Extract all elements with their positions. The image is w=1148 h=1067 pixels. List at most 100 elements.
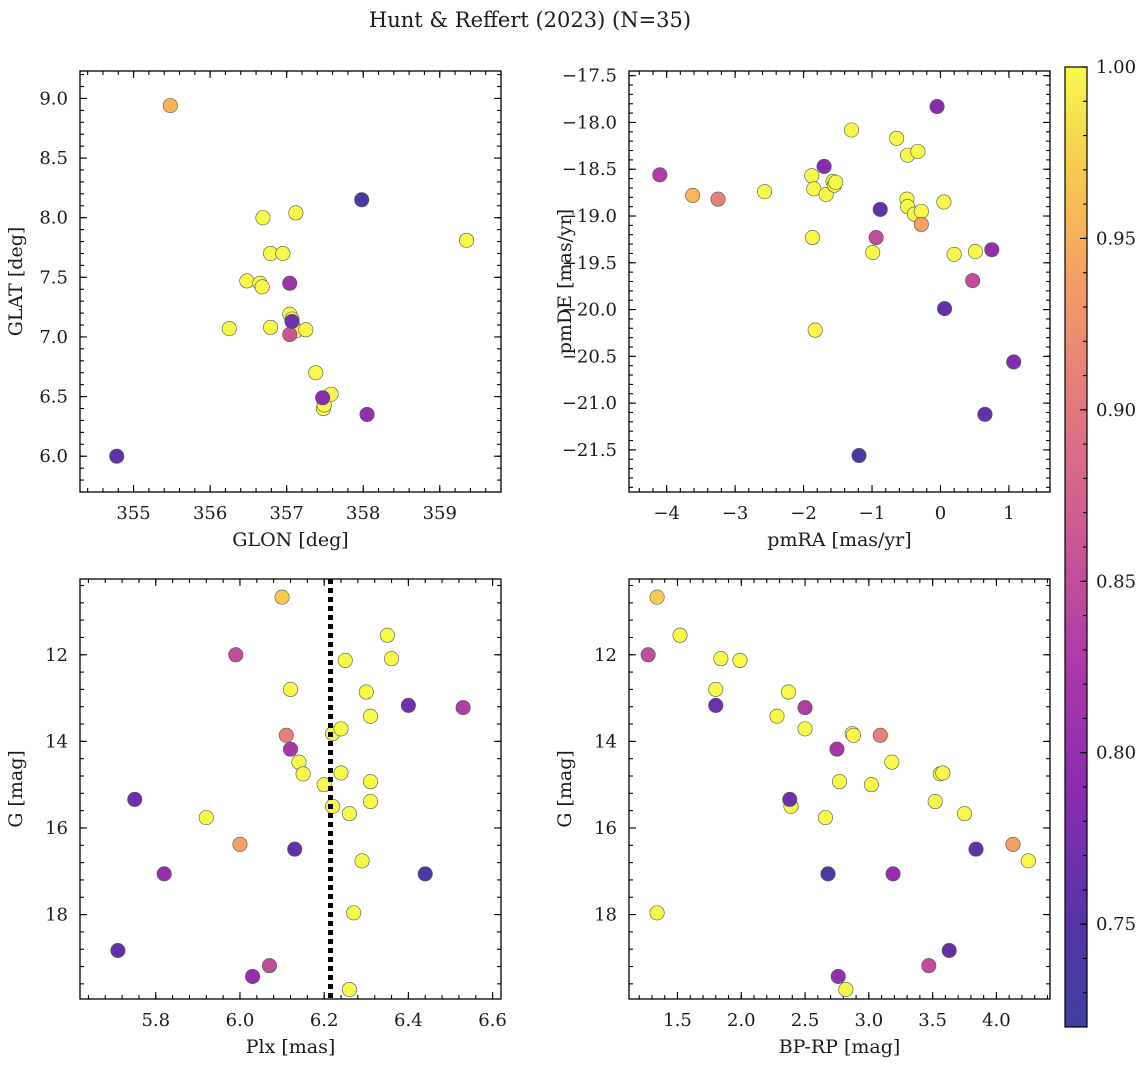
y-tick-label: −19.0 <box>562 206 617 227</box>
data-point <box>362 794 378 810</box>
y-tick-label: 18 <box>45 905 68 926</box>
y-tick-label: 12 <box>45 645 68 666</box>
y-tick-label: −21.5 <box>562 440 617 461</box>
data-point <box>455 700 471 716</box>
data-point <box>957 806 973 822</box>
data-point <box>710 191 726 207</box>
data-point <box>198 810 214 826</box>
x-tick-label: 357 <box>269 503 303 524</box>
data-point <box>263 319 279 335</box>
data-point <box>946 246 962 262</box>
y-tick-label: 7.0 <box>39 327 68 348</box>
data-point <box>807 322 823 338</box>
data-point <box>967 244 983 260</box>
data-point <box>831 774 847 790</box>
data-point <box>797 700 813 716</box>
x-tick-label: 355 <box>116 503 150 524</box>
x-tick-label: −4 <box>653 503 680 524</box>
pmra-pmde-y-axis-label: pmDE [mas/yr] <box>554 209 576 354</box>
data-point <box>379 627 395 643</box>
data-point <box>968 841 984 857</box>
data-point <box>863 777 879 793</box>
colorbar-tick-label: 0.80 <box>1096 743 1136 764</box>
x-tick-label: −2 <box>790 503 817 524</box>
data-point <box>851 448 867 464</box>
y-tick-label: −17.5 <box>562 66 617 87</box>
pmra-pmde-axes-frame <box>628 70 1051 493</box>
data-point <box>295 766 311 782</box>
data-point <box>820 866 836 882</box>
data-point <box>732 652 748 668</box>
data-point <box>865 244 881 260</box>
data-point <box>769 708 785 724</box>
glon-glat-x-axis-label: GLON [deg] <box>232 529 348 551</box>
y-tick-label: 16 <box>45 818 68 839</box>
data-point <box>828 174 844 190</box>
data-point <box>846 727 862 743</box>
x-tick-label: 6.2 <box>310 1010 339 1031</box>
x-tick-label: 1.5 <box>663 1010 692 1031</box>
data-point <box>288 205 304 221</box>
data-point <box>757 184 773 200</box>
data-point <box>782 791 798 807</box>
data-point <box>913 216 929 232</box>
data-point <box>275 245 291 261</box>
x-tick-label: 358 <box>346 503 380 524</box>
data-point <box>649 589 665 605</box>
data-point <box>282 741 298 757</box>
data-point <box>362 774 378 790</box>
y-tick-label: −21.0 <box>562 393 617 414</box>
colorbar: 0.75 0.80 0.85 0.90 0.95 1.00 <box>1064 57 1136 1028</box>
data-point <box>804 168 820 184</box>
x-tick-label: 6.0 <box>226 1010 255 1031</box>
data-point <box>708 681 724 697</box>
x-tick-label: 6.6 <box>478 1010 507 1031</box>
y-tick-label: 6.5 <box>39 387 68 408</box>
data-point <box>984 242 1000 258</box>
data-point <box>308 365 324 381</box>
data-point <box>817 810 833 826</box>
data-point <box>261 958 277 974</box>
x-tick-label: 4.0 <box>982 1010 1011 1031</box>
y-tick-label: 14 <box>594 731 617 752</box>
data-point <box>333 765 349 781</box>
y-tick-label: −19.5 <box>562 253 617 274</box>
data-point <box>255 210 271 226</box>
data-point <box>1020 853 1036 869</box>
x-tick-label: 2.5 <box>791 1010 820 1031</box>
data-point <box>354 192 370 208</box>
data-point <box>889 130 905 146</box>
data-point <box>868 230 884 246</box>
data-point <box>274 589 290 605</box>
data-point <box>830 968 846 984</box>
data-point <box>384 651 400 667</box>
data-point <box>829 741 845 757</box>
data-point <box>232 836 248 852</box>
data-point <box>921 958 937 974</box>
data-point <box>245 968 261 984</box>
glon-glat-panel: 355 356 357 358 359 6.0 6.5 7.0 7.5 8.0 8.5 9.0 GLON… <box>5 70 502 551</box>
plx-g-x-axis-label: Plx [mas] <box>246 1036 336 1058</box>
data-point <box>459 232 475 248</box>
data-point <box>282 275 298 291</box>
data-point <box>156 866 172 882</box>
data-point <box>1006 354 1022 370</box>
data-point <box>254 279 270 295</box>
data-point <box>333 721 349 737</box>
x-tick-label: 2.0 <box>727 1010 756 1031</box>
data-point <box>127 791 143 807</box>
y-tick-label: 14 <box>45 731 68 752</box>
data-point <box>937 301 953 317</box>
data-point <box>872 201 888 217</box>
data-point <box>935 765 951 781</box>
data-point <box>400 697 416 713</box>
data-point <box>672 627 688 643</box>
x-tick-label: 3.5 <box>918 1010 947 1031</box>
data-point <box>354 853 370 869</box>
y-tick-label: −20.0 <box>562 300 617 321</box>
y-tick-label: 16 <box>594 818 617 839</box>
data-point <box>417 866 433 882</box>
data-point <box>885 866 901 882</box>
pmra-pmde-x-axis-label: pmRA [mas/yr] <box>767 529 911 551</box>
colorbar-tick-label: 0.75 <box>1096 914 1136 935</box>
